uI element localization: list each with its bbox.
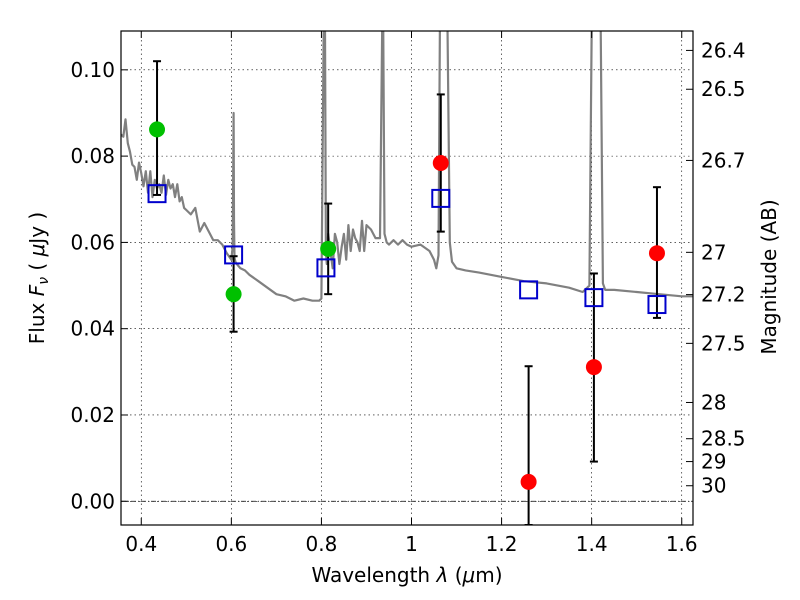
green-point [320,240,337,257]
y-tick-label: 0.08 [70,144,115,168]
model-square [584,288,604,308]
right-tick-label: 28 [701,390,726,414]
plot-frame [120,30,694,526]
x-tick-label: 0.4 [125,532,157,556]
y-tick-label: 0.04 [70,317,115,341]
grid [121,31,693,525]
y-tick-label: 0.02 [70,403,115,427]
x-axis-ticks: 0.4 0.6 0.8 1 1.2 1.4 1.6 [125,31,698,556]
x-tick-label: 1.2 [486,532,518,556]
observed-points-layer [149,121,665,490]
x-tick-label: 1 [405,532,418,556]
right-tick-label: 27 [701,240,726,264]
spectrum-line [121,31,693,302]
model-square [147,184,167,204]
model-square [224,245,244,265]
model-square [647,295,667,315]
red-point [432,155,449,172]
x-tick-label: 0.6 [215,532,247,556]
green-point [149,121,166,138]
x-axis-label: Wavelength λ (μm) [311,563,502,587]
x-tick-label: 1.4 [576,532,608,556]
right-tick-label: 29 [701,450,726,474]
red-point [585,359,602,376]
x-tick-label: 0.8 [306,532,338,556]
x-tick-label: 1.6 [666,532,698,556]
red-point [520,473,537,490]
y-tick-label: 0.00 [70,489,115,513]
right-axis-label: Magnitude (AB) [757,199,781,354]
model-square [519,280,539,300]
right-tick-label: 28.5 [701,427,746,451]
right-tick-label: 27.2 [701,283,746,307]
right-tick-label: 27.5 [701,331,746,355]
right-tick-label: 26.4 [701,38,746,62]
red-point [648,245,665,262]
y-tick-label: 0.10 [70,58,115,82]
model-photometry-layer [147,184,667,315]
model-square [431,188,451,208]
y-axis-label: Flux Fν ( μJy ) [25,212,52,344]
spectrum-layer [121,31,693,302]
y-axis-ticks: 0.00 0.02 0.04 0.06 0.08 0.10 [70,58,128,513]
right-tick-label: 26.7 [701,148,746,172]
green-point [225,286,242,303]
y-tick-label: 0.06 [70,230,115,254]
right-tick-label: 30 [701,474,726,498]
right-tick-label: 26.5 [701,77,746,101]
model-square [316,258,336,278]
